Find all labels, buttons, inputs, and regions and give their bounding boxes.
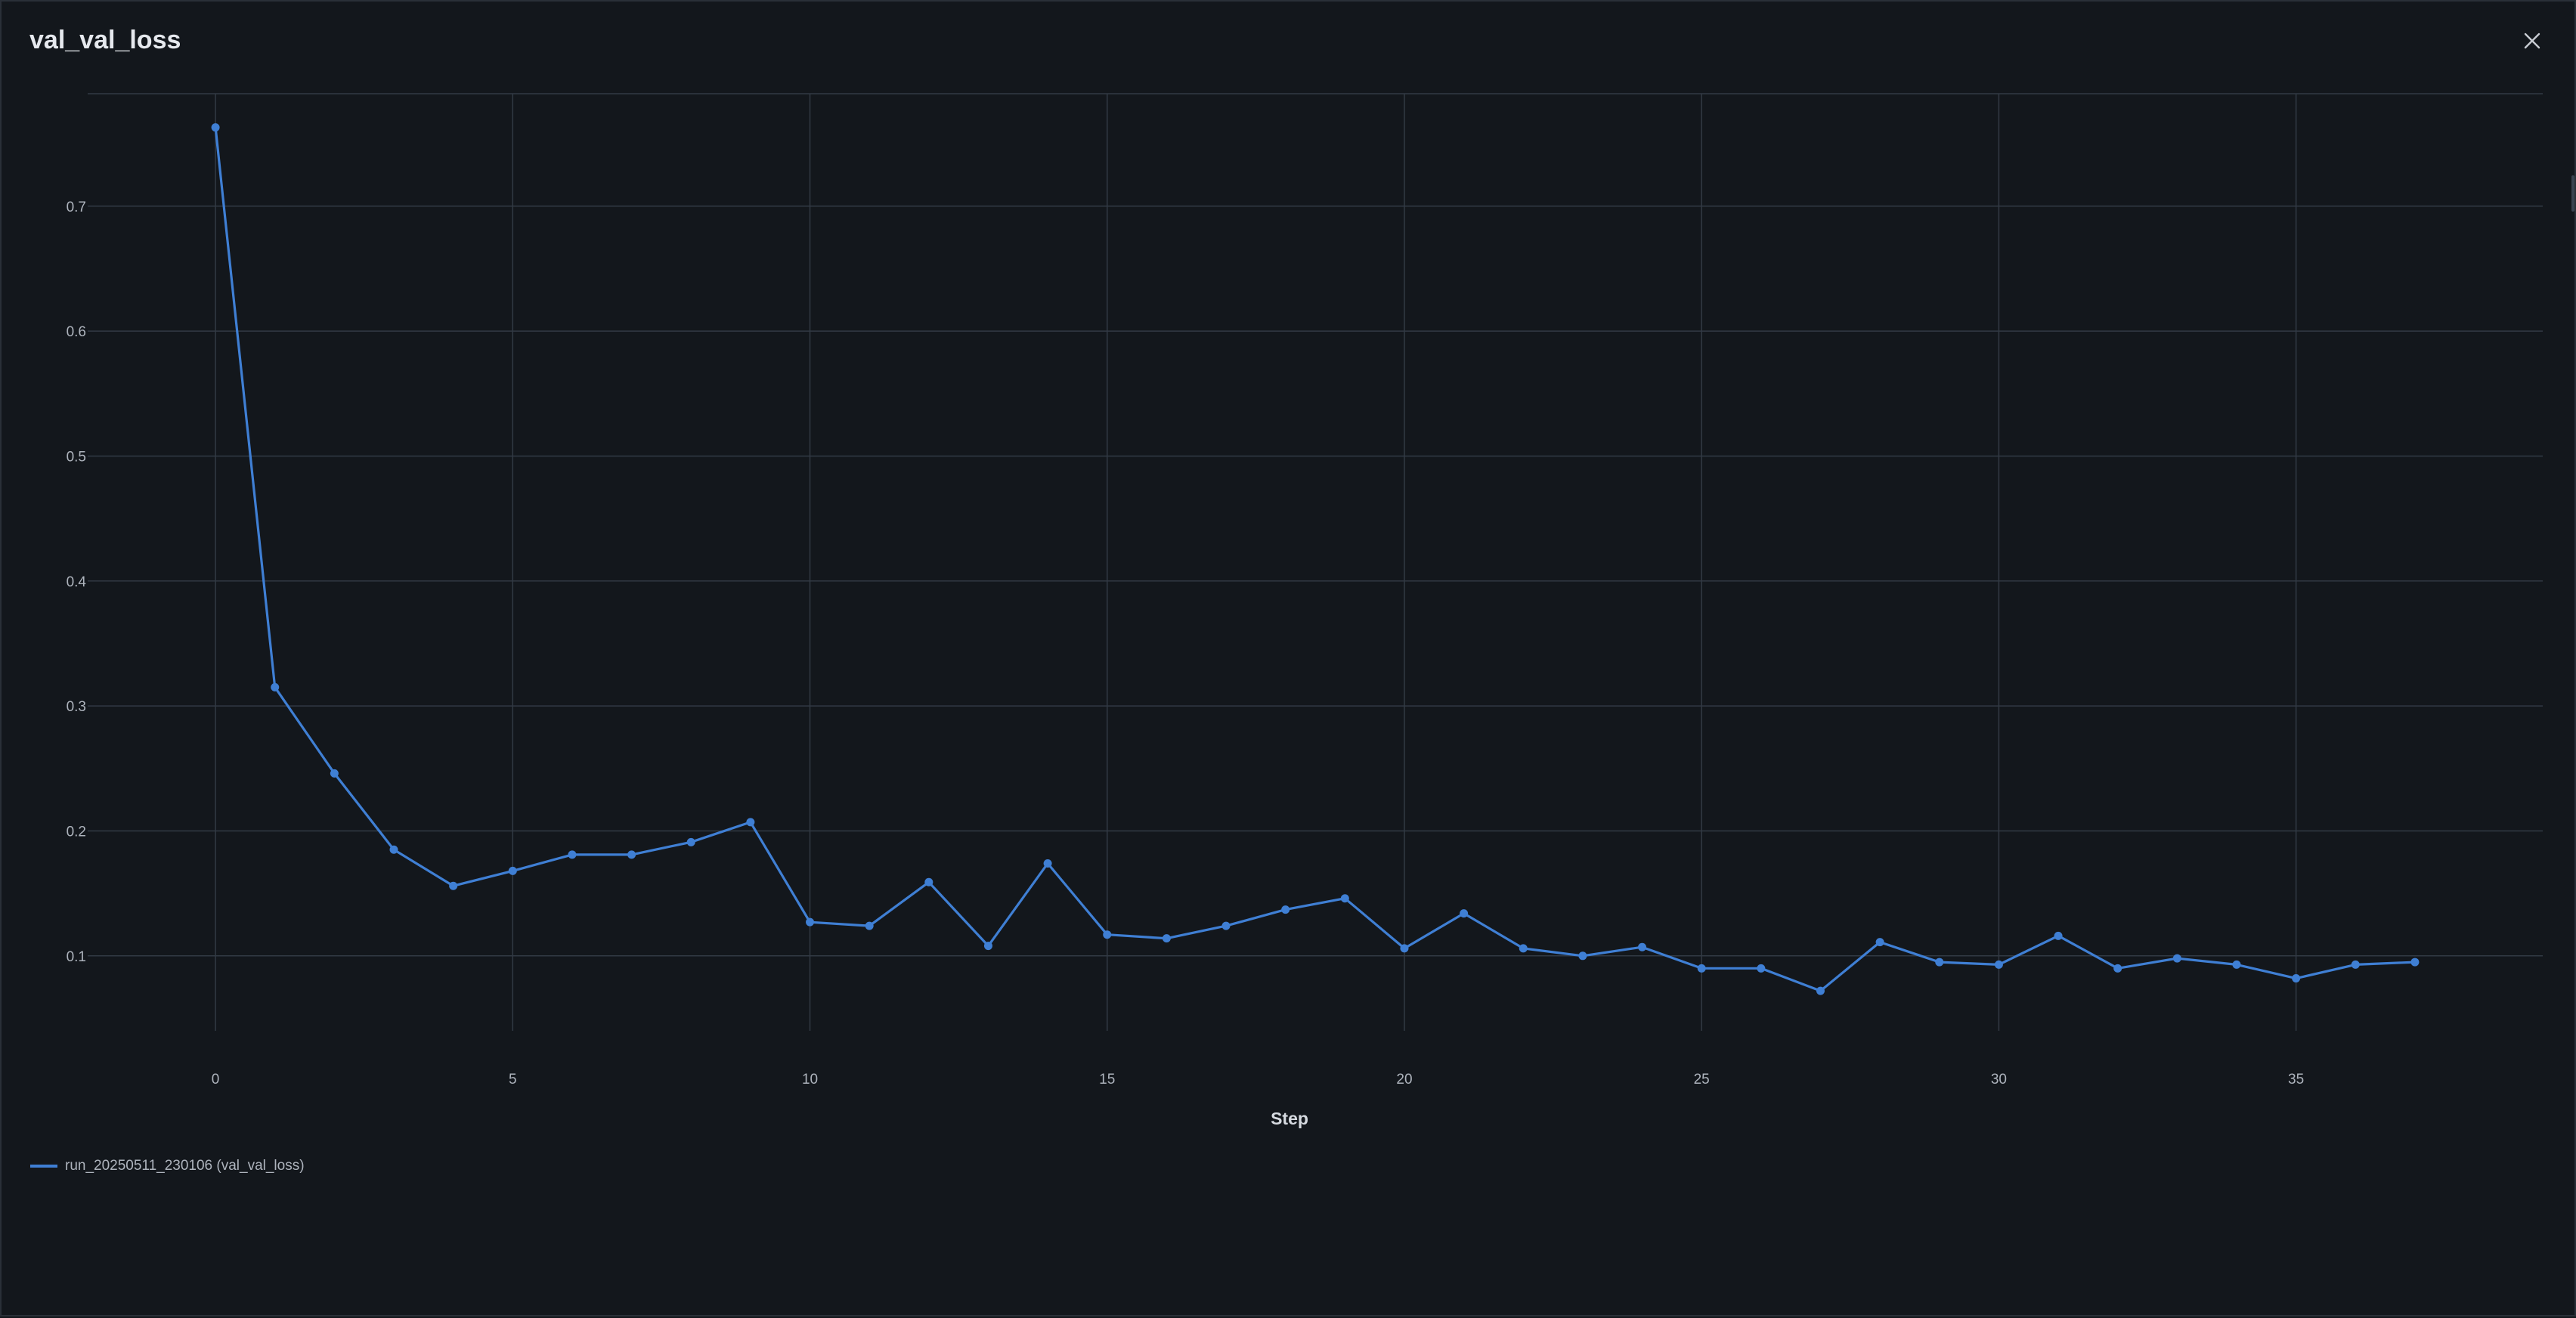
- data-point: [449, 882, 457, 890]
- legend-label: run_20250511_230106 (val_val_loss): [65, 1158, 305, 1174]
- data-point: [1698, 964, 1706, 973]
- data-point: [2232, 961, 2240, 969]
- data-point: [390, 846, 398, 854]
- data-point: [806, 918, 814, 927]
- data-point: [271, 683, 279, 691]
- x-axis-title: Step: [1271, 1109, 1308, 1128]
- data-point: [924, 878, 933, 886]
- y-tick-label: 0.1: [67, 949, 86, 965]
- data-point: [984, 942, 992, 950]
- y-tick-label: 0.7: [67, 200, 86, 215]
- data-point: [1222, 922, 1231, 930]
- y-tick-label: 0.5: [67, 449, 86, 465]
- series-line: [215, 128, 2415, 992]
- data-point: [1519, 944, 1528, 952]
- data-point: [746, 818, 754, 826]
- x-tick-label: 0: [212, 1072, 220, 1088]
- data-point: [1044, 859, 1052, 868]
- scrollbar-thumb[interactable]: [2571, 175, 2574, 212]
- x-tick-label: 5: [509, 1072, 517, 1088]
- data-point: [687, 838, 695, 846]
- data-point: [1281, 905, 1290, 914]
- data-point: [1460, 909, 1468, 917]
- x-tick-label: 30: [1991, 1072, 2007, 1088]
- data-point: [2292, 974, 2300, 982]
- data-point: [2352, 961, 2360, 969]
- legend[interactable]: run_20250511_230106 (val_val_loss): [30, 1158, 305, 1174]
- x-tick-label: 20: [1396, 1072, 1412, 1088]
- x-tick-label: 25: [1694, 1072, 1710, 1088]
- data-point: [1638, 943, 1646, 951]
- data-point: [627, 850, 636, 859]
- data-point: [2410, 958, 2419, 967]
- y-tick-label: 0.4: [67, 574, 87, 590]
- y-tick-label: 0.3: [67, 699, 86, 715]
- data-point: [1876, 938, 1884, 946]
- data-point: [1816, 987, 1825, 995]
- data-point: [2173, 954, 2181, 963]
- data-point: [568, 850, 576, 859]
- data-point: [2113, 964, 2122, 973]
- data-point: [1163, 934, 1171, 942]
- legend-swatch: [30, 1165, 57, 1168]
- data-point: [2054, 932, 2063, 940]
- data-point: [1341, 894, 1349, 902]
- data-point: [1995, 961, 2003, 969]
- data-point: [212, 123, 220, 131]
- x-tick-label: 35: [2288, 1072, 2304, 1088]
- data-point: [1103, 930, 1111, 939]
- y-tick-label: 0.2: [67, 824, 86, 840]
- data-point: [865, 922, 874, 930]
- data-point: [1400, 944, 1408, 952]
- data-point: [1578, 951, 1587, 960]
- x-tick-label: 10: [802, 1072, 818, 1088]
- y-tick-label: 0.6: [67, 324, 86, 340]
- x-tick-label: 15: [1099, 1072, 1115, 1088]
- data-point: [1935, 958, 1943, 967]
- data-point: [330, 769, 339, 778]
- data-point: [509, 867, 517, 875]
- data-point: [1757, 964, 1765, 973]
